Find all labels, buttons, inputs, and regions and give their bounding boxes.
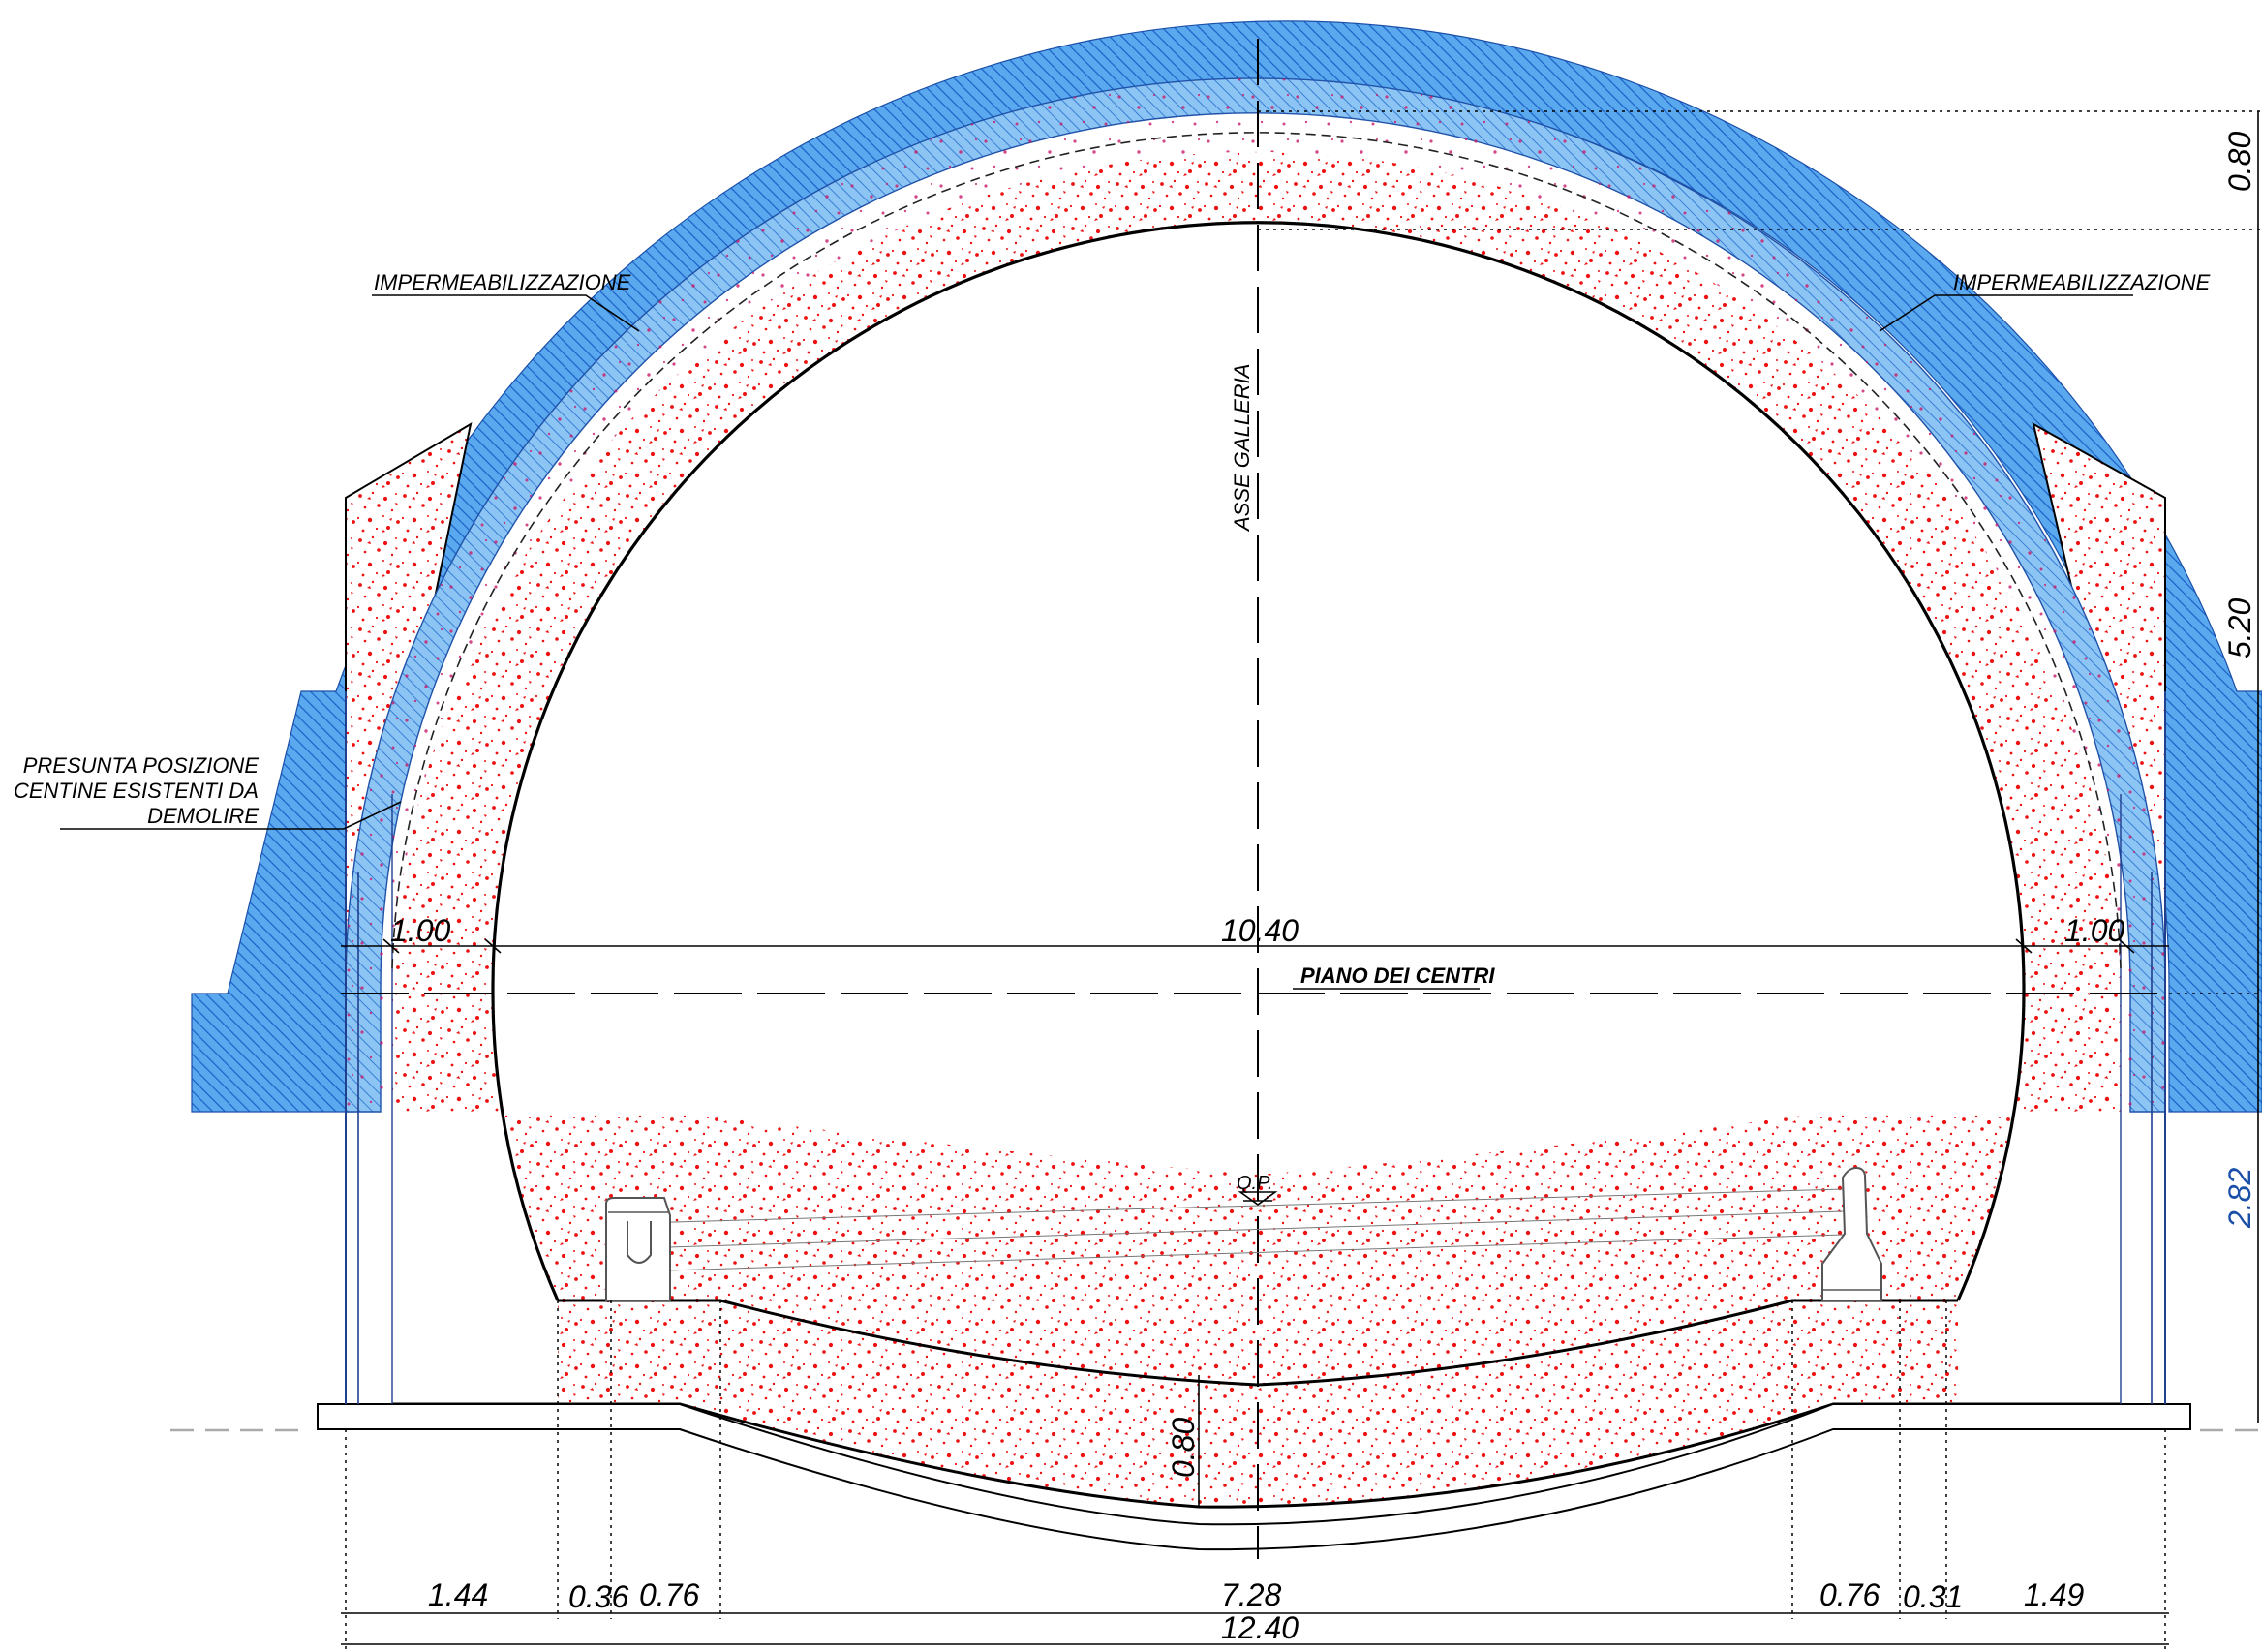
presunta-label-line2: CENTINE ESISTENTI DA [14,779,259,803]
dim-bottom-4: 7.28 [1221,1577,1281,1612]
asse-galleria-label: ASSE GALLERIA [1230,364,1254,533]
impermeabilizzazione-left-label: IMPERMEABILIZZAZIONE [374,270,631,294]
span-tick-3 [2015,938,2033,954]
waterproofing-line [391,132,2122,969]
right-new-jersey-barrier [1821,1166,1882,1301]
dim-side-left: 1.00 [390,913,450,948]
qp-marker-icon [1238,1191,1278,1206]
piano-dei-centri-label: PIANO DEI CENTRI [1300,964,1495,988]
invert-bottom-line [392,1402,2121,1509]
dim-bottom-6: 0.31 [1903,1579,1963,1614]
presunta-label-line3: DEMOLIRE [147,804,259,828]
dim-crown-thickness: 0.80 [2222,132,2257,192]
dim-bottom-7: 1.49 [2024,1577,2084,1612]
dim-bottom-2: 0.36 [568,1579,628,1614]
impermeabilizzazione-right-label: IMPERMEABILIZZAZIONE [1953,270,2211,294]
dim-height-upper: 5.20 [2222,598,2257,658]
presunta-label-line1: PRESUNTA POSIZIONE [23,753,260,778]
bottom-dimension-chain: 1.44 0.36 0.76 7.28 0.76 0.31 1.49 12.40 [341,1300,2169,1652]
roadway-grade-line-3 [667,1234,1845,1271]
dim-bottom-3: 0.76 [639,1577,699,1612]
intrados-line [491,220,2026,1301]
left-sidewalk-kerb [605,1197,671,1301]
dim-side-right: 1.00 [2064,913,2124,948]
dim-invert-thickness: 0.80 [1166,1418,1201,1478]
qp-label: Q.P. [1237,1173,1272,1194]
roadway-grade-line-2 [667,1210,1845,1248]
left-kerb-channel [627,1221,652,1264]
dim-bottom-1: 1.44 [428,1577,488,1612]
span-tick-4 [2118,938,2135,954]
roadway-grade-line-1 [638,1188,1845,1224]
span-tick-1 [382,938,400,954]
final-lining-concrete [392,151,2121,1385]
dim-total-width: 12.40 [1221,1610,1299,1645]
impermeabilizzazione-left-leader [372,294,640,332]
dim-bottom-5: 0.76 [1819,1577,1880,1612]
span-tick-2 [484,938,502,954]
presunta-leader [60,801,402,830]
impermeabilizzazione-right-leader [1879,294,2133,332]
dim-span-inner: 10.40 [1221,913,1299,948]
dim-height-lower: 2.82 [2222,1168,2257,1229]
base-slab [317,1403,2191,1551]
